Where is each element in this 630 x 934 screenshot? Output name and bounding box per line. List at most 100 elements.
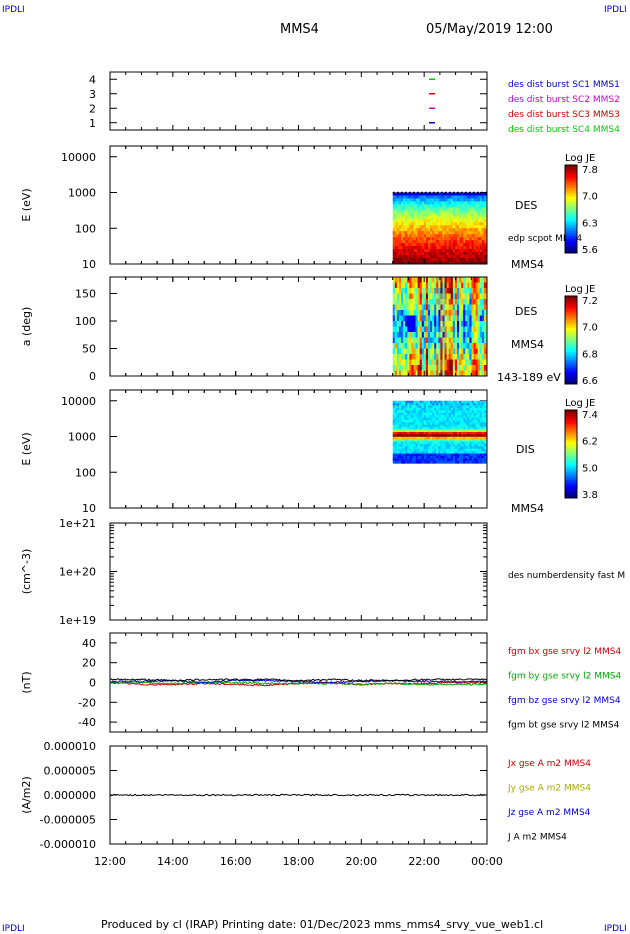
des-pitch-cell: [413, 315, 417, 322]
dis-energy-cell: [479, 417, 483, 421]
des-energy-cell: [430, 255, 433, 259]
des-energy-cell: [427, 192, 431, 196]
des-energy-cell: [430, 210, 433, 214]
dis-energy-cell: [398, 405, 402, 409]
des-energy-cell: [403, 240, 406, 244]
des-energy-cell: [473, 201, 477, 205]
des-energy-cell: [427, 222, 431, 226]
dis-energy-cell: [450, 436, 454, 440]
des-energy-cell: [405, 249, 408, 253]
des-energy-cell: [407, 219, 410, 223]
panel-2-colorbar-cell: [565, 169, 577, 172]
des-energy-cell: [409, 231, 412, 235]
des-pitch-cell: [469, 288, 472, 294]
panel-2-colorbar-cell: [565, 203, 577, 206]
des-energy-cell: [483, 201, 487, 205]
des-pitch-cell: [461, 337, 464, 344]
dis-energy-cell: [444, 441, 448, 445]
dis-energy-cell: [446, 417, 450, 421]
dis-energy-cell: [463, 434, 466, 438]
des-energy-cell: [483, 204, 487, 208]
panel-4-instrument-label: DIS: [516, 443, 535, 456]
des-energy-cell: [423, 225, 427, 229]
des-energy-cell: [438, 222, 441, 226]
des-energy-cell: [475, 255, 479, 259]
des-energy-cell: [481, 234, 485, 238]
des-energy-cell: [463, 246, 466, 250]
des-pitch-cell: [409, 304, 412, 311]
des-energy-cell: [392, 249, 396, 253]
dis-energy-cell: [407, 441, 410, 445]
des-energy-cell: [450, 261, 454, 265]
dis-energy-cell: [434, 434, 437, 438]
des-pitch-cell: [473, 332, 477, 338]
des-pitch-cell: [434, 299, 437, 305]
des-pitch-cell: [440, 332, 443, 338]
des-energy-cell: [459, 243, 462, 247]
dis-energy-cell: [442, 455, 446, 459]
des-pitch-cell: [448, 326, 452, 333]
dis-energy-cell: [456, 441, 460, 445]
des-pitch-cell: [425, 299, 429, 305]
dis-energy-cell: [411, 415, 414, 419]
dis-energy-cell: [398, 448, 402, 452]
des-energy-cell: [401, 228, 404, 232]
des-pitch-cell: [394, 359, 398, 366]
dis-energy-cell: [459, 429, 462, 433]
des-energy-cell: [425, 234, 429, 238]
des-pitch-cell: [459, 326, 462, 333]
des-pitch-cell: [427, 321, 431, 327]
dis-energy-cell: [471, 448, 475, 452]
panel-2-colorbar-cell: [565, 221, 577, 224]
dis-energy-cell: [473, 403, 477, 407]
dis-energy-cell: [477, 429, 481, 433]
des-pitch-cell: [403, 326, 406, 333]
dis-energy-cell: [411, 429, 414, 433]
dis-energy-cell: [477, 446, 481, 450]
dis-energy-cell: [392, 455, 396, 459]
des-energy-cell: [456, 210, 460, 214]
des-energy-cell: [475, 231, 479, 235]
des-pitch-cell: [454, 293, 458, 300]
dis-energy-cell: [394, 443, 398, 447]
des-energy-cell: [421, 234, 425, 238]
dis-energy-cell: [430, 429, 433, 433]
dis-energy-cell: [446, 431, 450, 435]
des-energy-cell: [398, 204, 402, 208]
dis-energy-cell: [430, 446, 433, 450]
dis-energy-cell: [463, 460, 466, 464]
dis-energy-cell: [448, 458, 452, 462]
page-title: MMS4: [280, 22, 319, 37]
des-energy-cell: [407, 216, 410, 220]
des-pitch-cell: [427, 282, 431, 289]
des-pitch-cell: [452, 348, 456, 355]
des-energy-cell: [459, 228, 462, 232]
des-energy-cell: [477, 246, 481, 250]
panel-3-colorbar-tick: 6.8: [582, 349, 598, 360]
dis-energy-cell: [463, 441, 466, 445]
des-pitch-cell: [430, 321, 433, 327]
des-pitch-cell: [469, 310, 472, 316]
dis-energy-cell: [469, 446, 472, 450]
dis-energy-cell: [421, 441, 425, 445]
panel-4-colorbar-cell: [565, 452, 577, 455]
des-pitch-cell: [446, 299, 450, 305]
des-pitch-cell: [477, 321, 481, 327]
panel-4-colorbar-cell: [565, 470, 577, 473]
des-pitch-cell: [477, 337, 481, 344]
dis-energy-cell: [413, 443, 417, 447]
des-energy-cell: [465, 240, 468, 244]
dis-energy-cell: [409, 400, 412, 404]
dis-energy-cell: [419, 451, 423, 455]
des-energy-cell: [442, 246, 446, 250]
dis-energy-cell: [448, 407, 452, 411]
des-energy-cell: [448, 243, 452, 247]
des-energy-cell: [392, 240, 396, 244]
dis-energy-cell: [425, 431, 429, 435]
des-energy-cell: [413, 252, 417, 256]
des-pitch-cell: [448, 315, 452, 322]
des-energy-cell: [423, 252, 427, 256]
des-energy-cell: [481, 249, 485, 253]
des-energy-cell: [473, 195, 477, 199]
dis-energy-cell: [430, 427, 433, 431]
